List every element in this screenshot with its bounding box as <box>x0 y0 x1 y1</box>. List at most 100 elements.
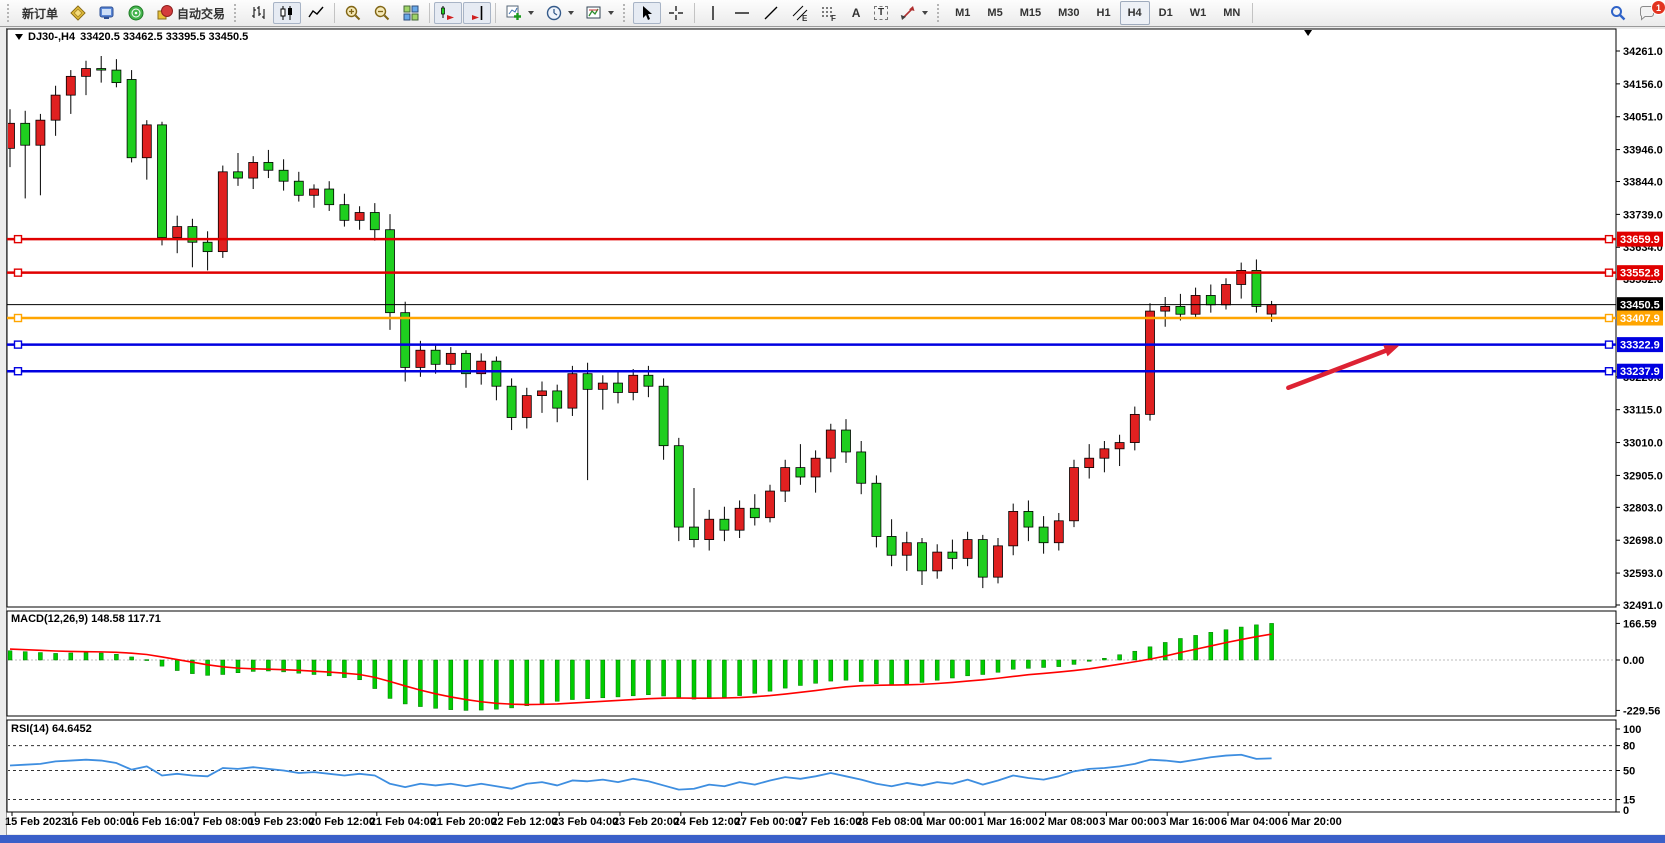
bar-chart-button[interactable] <box>244 2 272 24</box>
candle-body <box>1266 304 1277 315</box>
candle-body <box>780 467 791 492</box>
macd-bar <box>843 659 849 681</box>
line-handle[interactable] <box>1604 367 1614 376</box>
timeframe-d1[interactable]: D1 <box>1158 7 1173 19</box>
auto-scroll-button[interactable] <box>434 2 463 24</box>
period-button[interactable] <box>540 2 579 24</box>
line-handle[interactable] <box>1604 234 1614 244</box>
autotrading-label: 自动交易 <box>177 6 226 21</box>
candle-body <box>1008 511 1019 547</box>
notifications-button[interactable]: 1 <box>1633 0 1665 24</box>
macd-bar <box>722 659 727 698</box>
macd-panel[interactable] <box>6 610 1617 717</box>
rsi-layer <box>8 745 1615 801</box>
crosshair-button[interactable] <box>662 2 690 24</box>
bar-chart-icon <box>252 6 265 19</box>
timeframe-h1[interactable]: H1 <box>1096 7 1111 19</box>
macd-bar <box>889 659 894 686</box>
zoom-in-button[interactable] <box>339 2 367 24</box>
time-axis-label: 17 Feb 08:00 <box>187 816 253 828</box>
candle-body <box>20 122 31 146</box>
line-handle[interactable] <box>13 313 23 323</box>
chart-expander-icon[interactable] <box>15 34 23 40</box>
vertical-line-button[interactable] <box>699 2 727 24</box>
candle-body <box>810 457 821 478</box>
template-icon <box>586 6 601 19</box>
candlestick-chart-button[interactable] <box>273 2 302 24</box>
line-handle[interactable] <box>1604 268 1614 277</box>
candle-body <box>1099 448 1110 459</box>
timeframe-m5[interactable]: M5 <box>987 7 1003 19</box>
new-chart-button[interactable] <box>500 2 539 24</box>
timeframe-w1[interactable]: W1 <box>1189 7 1207 19</box>
line-handle[interactable] <box>13 367 23 376</box>
macd-bar <box>326 659 332 677</box>
candle-body <box>1114 442 1125 450</box>
price-axis-label: 33115.0 <box>1623 405 1662 417</box>
autotrading-button[interactable]: 自动交易 <box>151 2 230 24</box>
timeframe-m15[interactable]: M15 <box>1019 7 1042 19</box>
search-button[interactable] <box>1604 2 1632 24</box>
arrows-button[interactable] <box>894 2 933 24</box>
price-tag <box>1617 231 1663 247</box>
rsi-panel[interactable] <box>6 719 1617 813</box>
macd-bar <box>1056 659 1062 667</box>
macd-bar <box>250 659 256 672</box>
new-order-button[interactable]: 新订单 <box>17 2 63 24</box>
macd-bar <box>235 659 241 673</box>
trend-arrow-object[interactable] <box>1286 346 1395 391</box>
line-chart-button[interactable] <box>302 2 330 24</box>
candle-body <box>233 171 243 179</box>
candle-body <box>734 507 745 531</box>
zoom-out-button[interactable] <box>368 2 396 24</box>
candle-body <box>293 180 304 196</box>
text-label-button[interactable]: T <box>869 2 893 24</box>
macd-bar <box>782 659 788 689</box>
template-button[interactable] <box>580 2 619 24</box>
time-axis-label: 15 Feb 2023 <box>5 816 67 828</box>
timeframe-m30[interactable]: M30 <box>1058 7 1080 19</box>
macd-bar <box>387 659 393 699</box>
macd-layer <box>8 623 1615 711</box>
fibonacci-button[interactable]: F <box>815 2 843 24</box>
trendline-button[interactable] <box>757 2 785 24</box>
navigator-button[interactable] <box>93 2 121 24</box>
dropdown-caret-icon[interactable] <box>608 11 615 15</box>
line-handle[interactable] <box>13 268 23 277</box>
price-axis-label: 33010.0 <box>1623 438 1663 450</box>
dropdown-caret-icon[interactable] <box>528 11 535 15</box>
tile-windows-button[interactable] <box>397 2 425 24</box>
timeframe-m1[interactable]: M1 <box>955 7 971 19</box>
time-axis-label: 1 Mar 00:00 <box>917 816 977 828</box>
text-tool-icon: A <box>851 6 861 20</box>
line-handle[interactable] <box>13 340 23 349</box>
line-handle[interactable] <box>1604 313 1614 323</box>
trend-arrow-head[interactable] <box>1383 345 1400 357</box>
candle-body <box>871 482 882 537</box>
text-tool-button[interactable]: A <box>844 2 868 24</box>
chart-shift-button[interactable] <box>463 2 492 24</box>
market-watch-button[interactable] <box>64 2 92 24</box>
macd-bar <box>159 659 165 667</box>
sonar-icon <box>128 5 144 21</box>
line-handle[interactable] <box>13 234 23 244</box>
horizontal-line-button[interactable] <box>728 2 756 24</box>
timeframe-h4[interactable]: H4 <box>1119 1 1150 25</box>
dropdown-caret-icon[interactable] <box>922 11 929 15</box>
price-tag <box>1617 265 1663 281</box>
equidistant-channel-button[interactable]: E <box>786 2 814 24</box>
cursor-button[interactable] <box>633 2 662 24</box>
macd-bar <box>1162 642 1168 661</box>
dropdown-caret-icon[interactable] <box>568 11 575 15</box>
macd-bar <box>357 659 362 681</box>
timeframe-mn[interactable]: MN <box>1223 7 1241 19</box>
candle-body <box>658 385 669 447</box>
chart-shift-marker[interactable] <box>1304 30 1313 36</box>
candle-body <box>1205 295 1216 306</box>
chat-bubble-icon <box>1639 6 1654 21</box>
terminal-button[interactable] <box>122 2 150 24</box>
candle-body <box>521 395 532 418</box>
candle-body <box>1175 306 1186 315</box>
line-handle[interactable] <box>1604 340 1614 349</box>
